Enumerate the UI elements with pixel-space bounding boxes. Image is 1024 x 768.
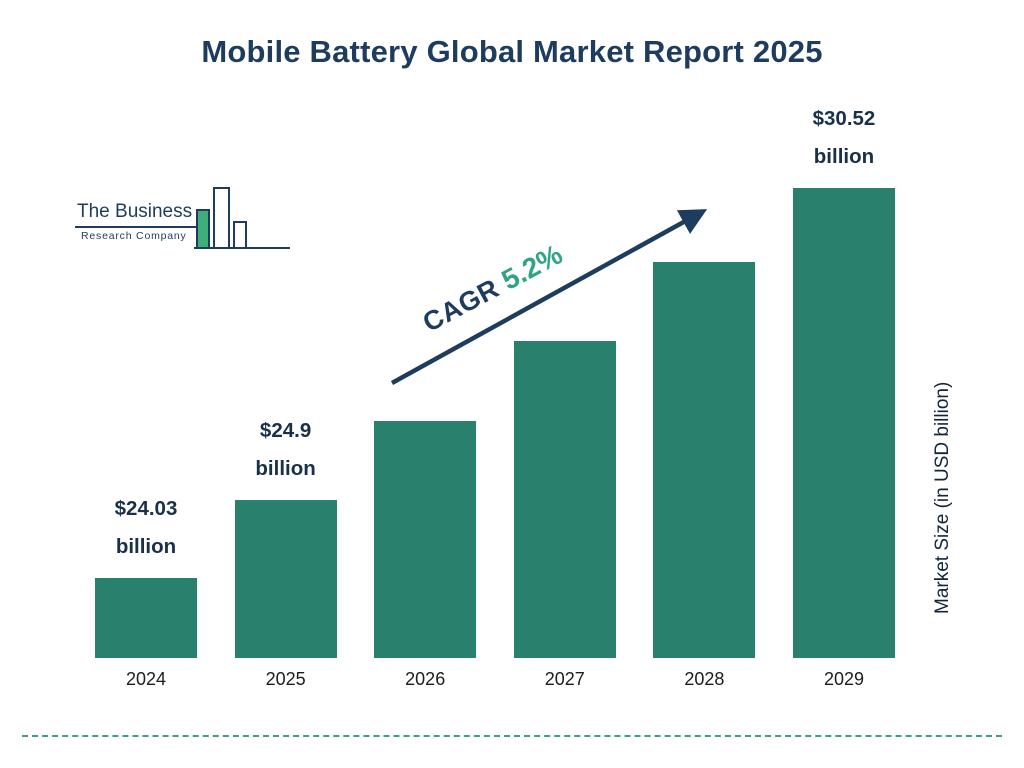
bar-column-2028: 2028: [653, 100, 756, 700]
logo-subname: Research Company: [81, 230, 187, 242]
bar-value-label-2025: $24.9 billion: [255, 419, 316, 480]
logo-name: The Business: [75, 201, 197, 228]
company-logo: The Business Research Company: [75, 182, 294, 256]
x-axis-label-2026: 2026: [405, 668, 446, 689]
bar-chart: $24.03 billion 2024 $24.9 billion 2025 2026 202…: [95, 100, 895, 700]
x-axis-label-2029: 2029: [823, 668, 864, 689]
bar-2029: [792, 188, 895, 659]
x-axis-label-2027: 2027: [544, 668, 585, 689]
y-axis-label: Market Size (in USD billion): [932, 381, 953, 614]
logo-bars-icon: [194, 187, 291, 249]
bar-2024: [95, 578, 197, 658]
bar-column-2024: $24.03 billion 2024: [95, 100, 197, 700]
bar-2026: [374, 421, 477, 658]
bar-value-label-2029: $30.52 billion: [812, 107, 876, 168]
x-axis-label-2025: 2025: [265, 668, 306, 689]
bar-column-2027: 2027: [513, 100, 616, 700]
x-axis-label-2024: 2024: [125, 668, 167, 689]
bar-column-2025: $24.9 billion 2025: [234, 100, 337, 700]
bar-value-label-2024: $24.03 billion: [114, 497, 178, 558]
logo-text: The Business Research Company: [75, 201, 197, 256]
bar-2025: [234, 500, 337, 658]
x-axis-label-2028: 2028: [684, 668, 725, 689]
bar-column-2029: $30.52 billion 2029: [792, 100, 895, 700]
bottom-dashed-divider: [22, 735, 1002, 737]
bar-column-2026: 2026: [374, 100, 477, 700]
bar-2028: [653, 262, 756, 658]
page-title: Mobile Battery Global Market Report 2025: [201, 34, 823, 69]
bar-2027: [513, 341, 616, 658]
